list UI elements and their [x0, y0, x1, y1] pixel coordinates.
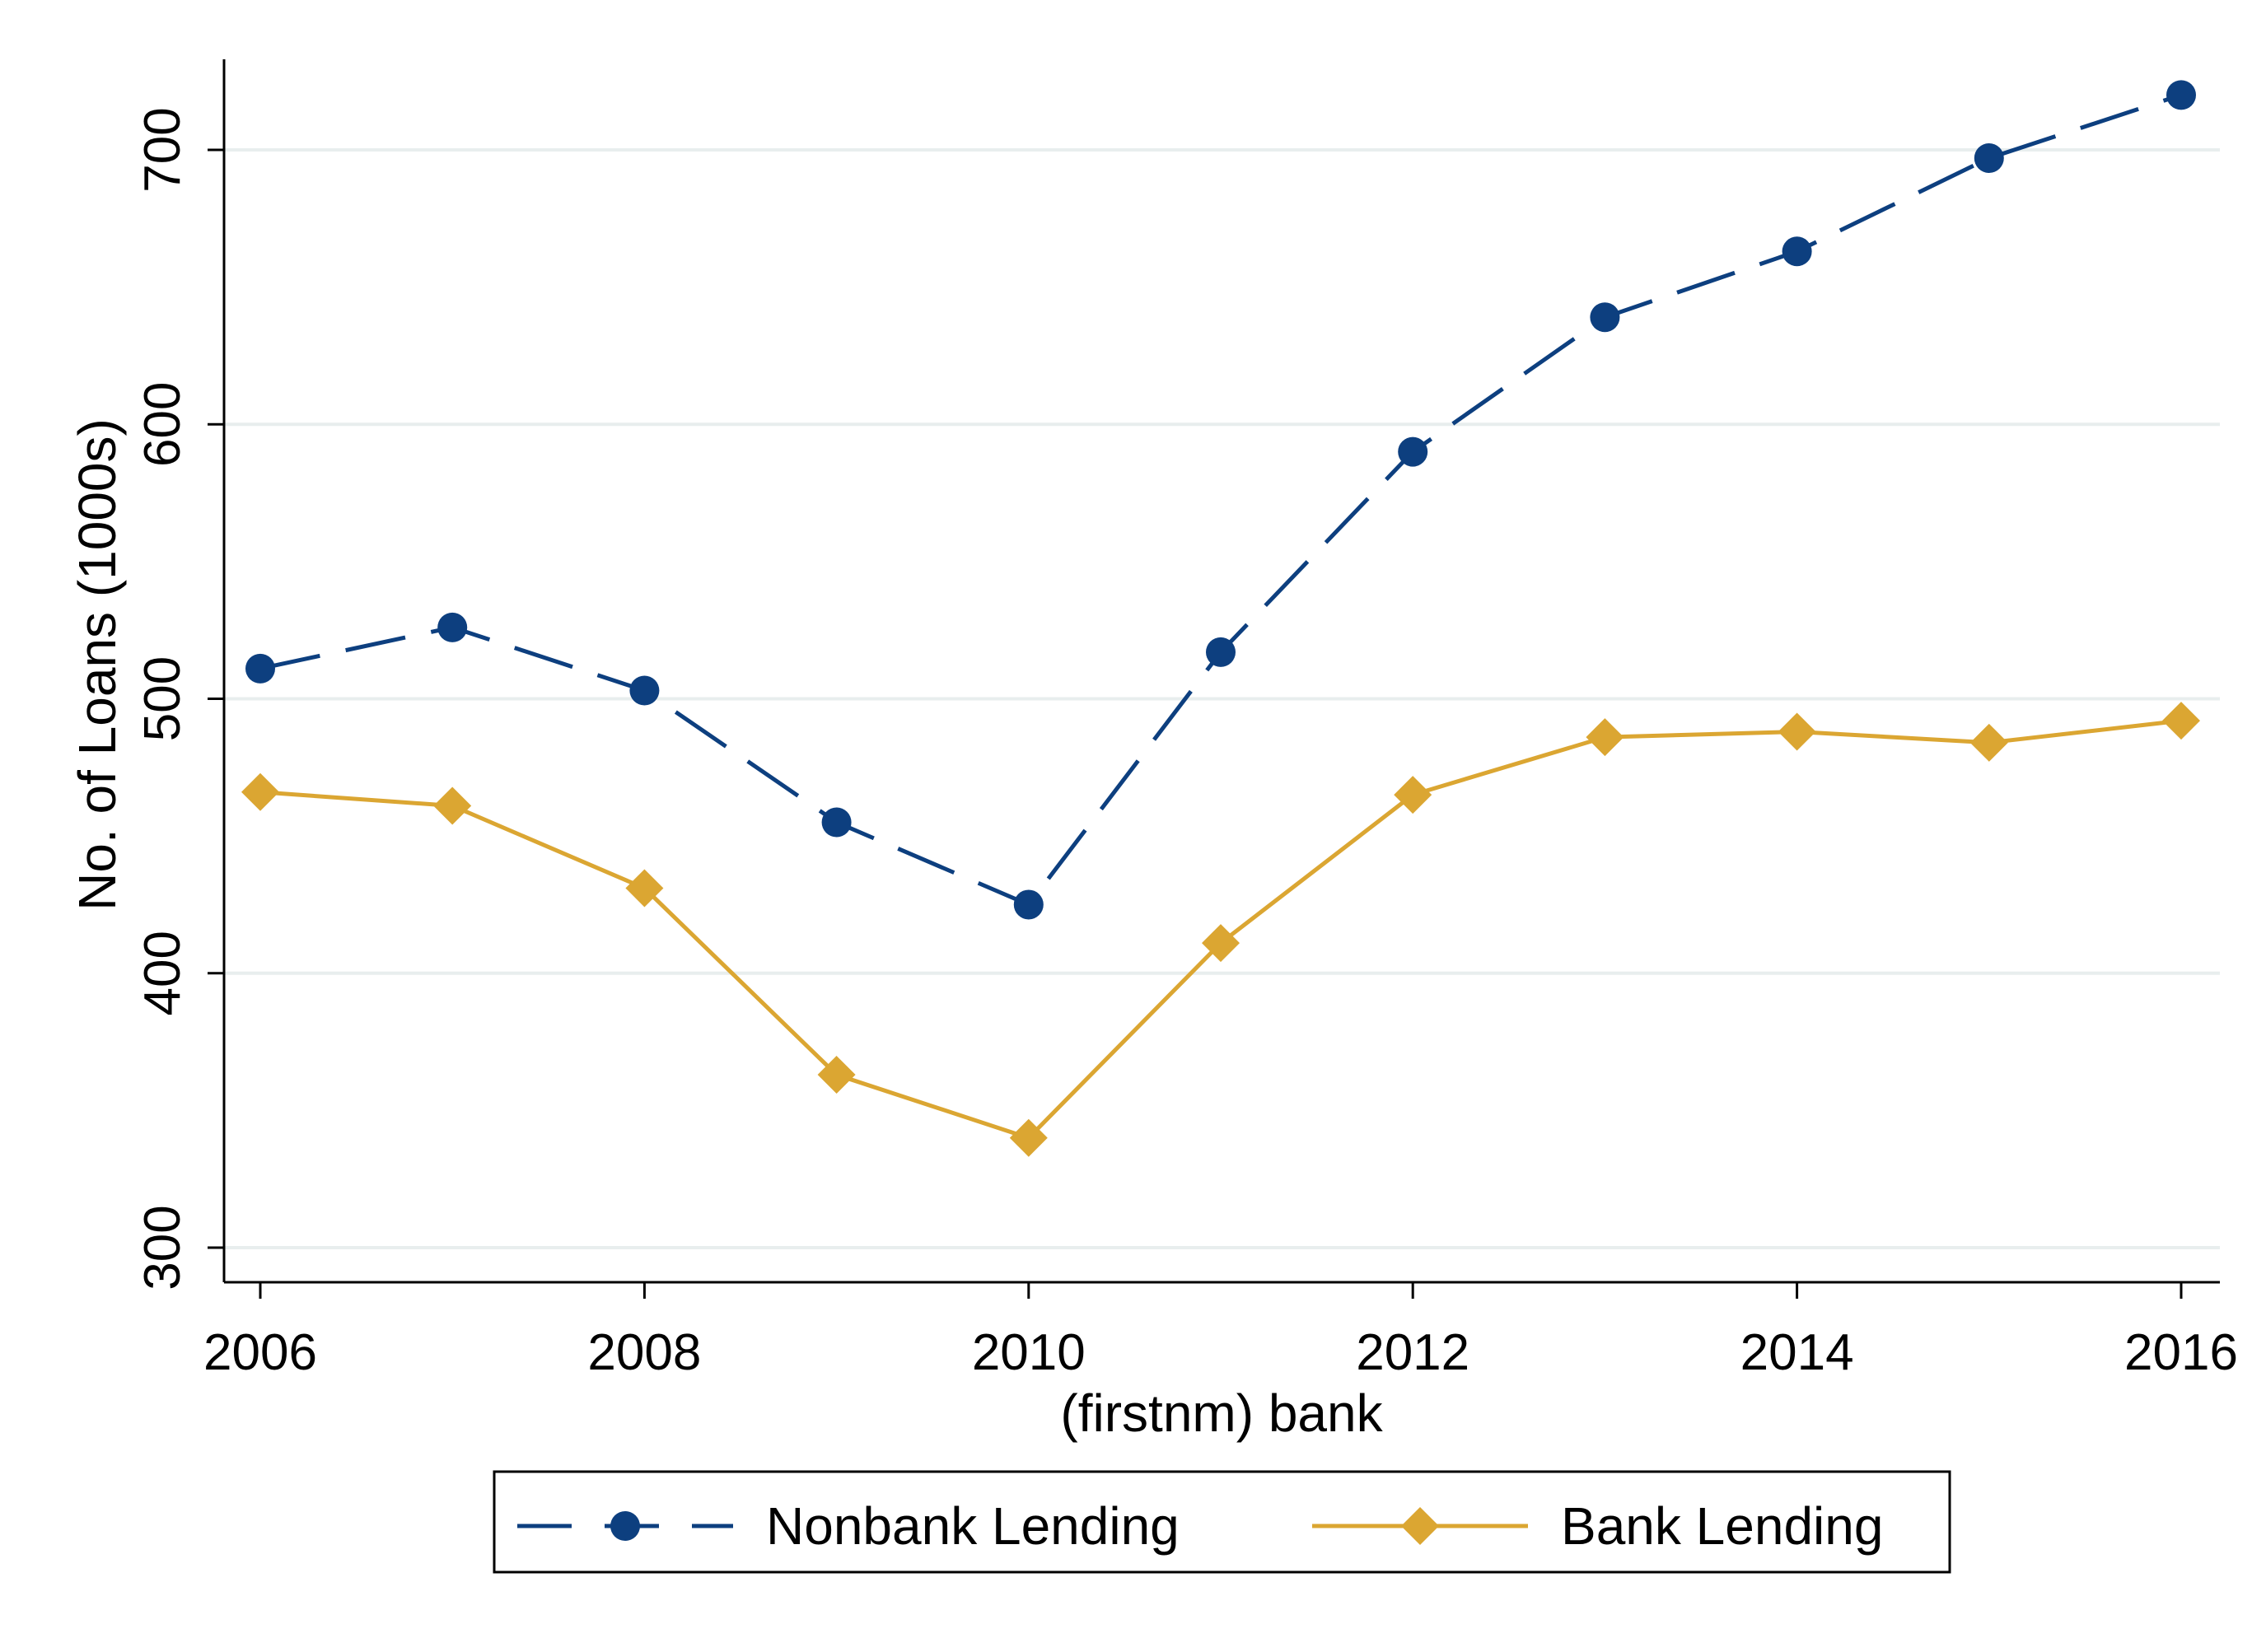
data-point-diamond	[241, 772, 279, 811]
axes	[222, 59, 2220, 1284]
data-point-diamond	[1394, 776, 1432, 814]
gridlines	[224, 148, 2220, 1249]
data-point-diamond	[1778, 712, 1816, 751]
x-tick-label: 2014	[1740, 1324, 1854, 1381]
series-layer	[241, 80, 2200, 1157]
data-point-diamond	[1401, 1507, 1439, 1545]
data-point-diamond	[817, 1056, 856, 1094]
data-point-diamond	[625, 869, 664, 908]
y-axis-ticks: 300 400 500 600 700	[134, 107, 224, 1290]
data-point-circle	[629, 675, 660, 706]
legend-item: Nonbank Lending	[517, 1496, 1180, 1556]
legend-label: Bank Lending	[1561, 1496, 1883, 1556]
data-point-diamond	[1202, 924, 1240, 963]
data-point-circle	[437, 612, 468, 642]
series-nonbank-lending	[245, 80, 2196, 920]
x-axis-title: (firstnm) bank	[1060, 1384, 1383, 1443]
y-tick-label: 400	[134, 931, 191, 1015]
data-point-circle	[245, 653, 275, 684]
x-axis-ticks: 2006 2008 2010 2012 2014 2016	[203, 1282, 2238, 1381]
data-point-circle	[1590, 302, 1620, 333]
data-point-diamond	[1586, 718, 1624, 757]
x-tick-label: 2012	[1356, 1324, 1469, 1381]
x-tick-label: 2010	[972, 1324, 1086, 1381]
data-point-circle	[1398, 436, 1428, 467]
data-point-circle	[821, 807, 852, 838]
x-tick-label: 2008	[587, 1324, 701, 1381]
y-tick-label: 600	[134, 382, 191, 467]
y-tick-label: 500	[134, 656, 191, 741]
data-point-circle	[1782, 236, 1812, 267]
x-tick-label: 2006	[203, 1324, 317, 1381]
legend-items: Nonbank Lending Bank Lending	[517, 1496, 1883, 1556]
y-tick-label: 300	[134, 1205, 191, 1290]
data-point-circle	[1206, 637, 1236, 667]
data-point-diamond	[1969, 723, 2008, 762]
data-point-diamond	[2162, 702, 2200, 740]
y-tick-label: 700	[134, 107, 191, 192]
legend-label: Nonbank Lending	[766, 1496, 1180, 1556]
legend-item: Bank Lending	[1312, 1496, 1883, 1556]
data-point-diamond	[1009, 1118, 1048, 1157]
y-axis-title: No. of Loans (1000s)	[68, 418, 127, 911]
series-bank-lending	[241, 702, 2200, 1157]
data-point-circle	[610, 1511, 640, 1541]
data-point-circle	[1974, 142, 2004, 173]
x-tick-label: 2016	[2124, 1324, 2238, 1381]
data-point-circle	[2166, 80, 2196, 110]
data-point-circle	[1013, 889, 1044, 920]
data-point-diamond	[433, 786, 472, 825]
legend: Nonbank Lending Bank Lending	[493, 1470, 1951, 1574]
legend-box	[493, 1470, 1951, 1574]
